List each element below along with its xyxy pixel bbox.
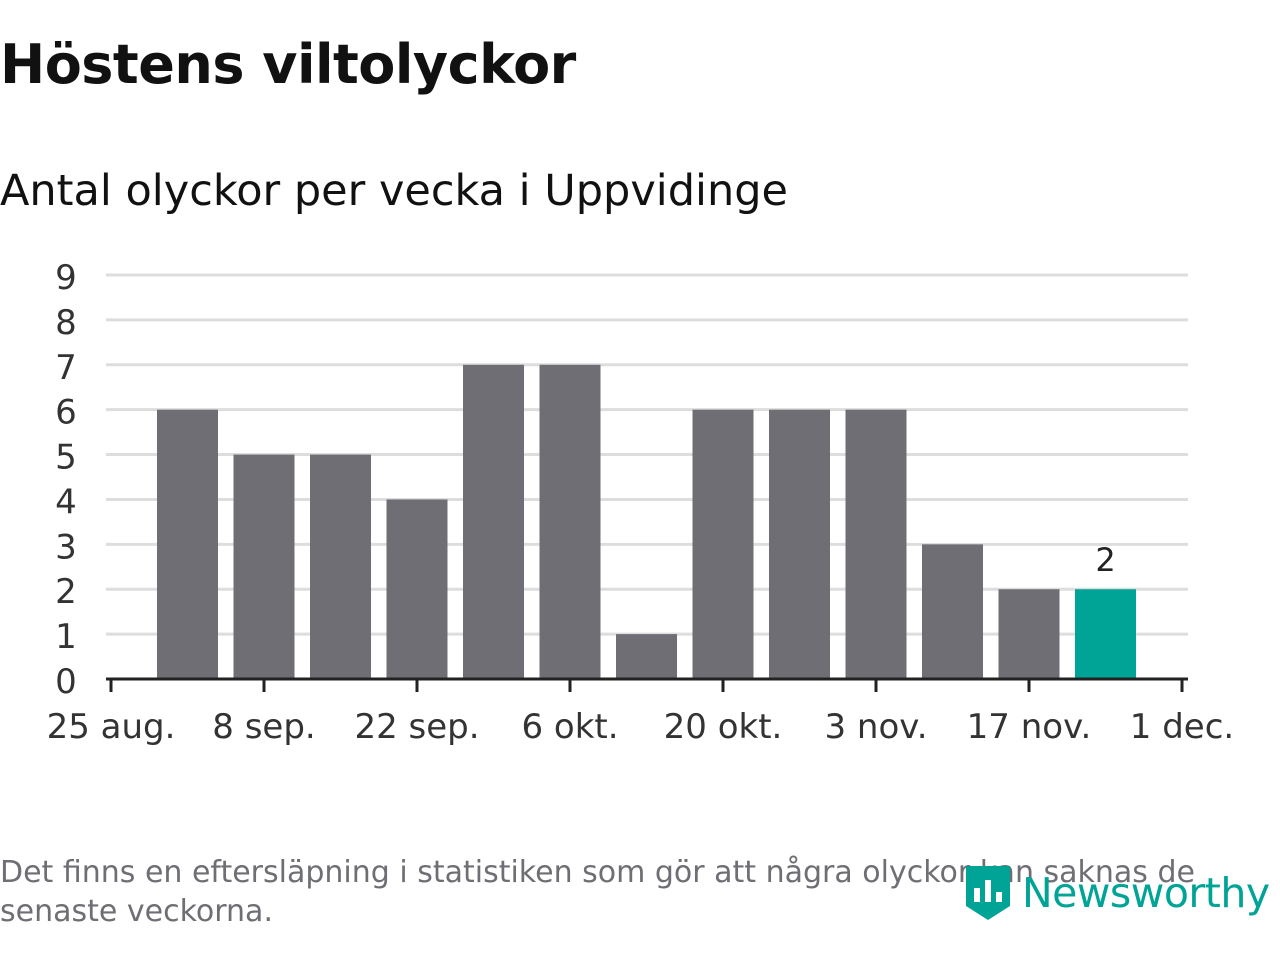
y-tick-label: 2 xyxy=(55,572,77,612)
y-tick-label: 7 xyxy=(55,348,77,388)
chart-title: Höstens viltolyckor xyxy=(0,33,576,96)
bar xyxy=(233,454,295,679)
y-tick-label: 6 xyxy=(55,393,77,433)
x-tick-label: 17 nov. xyxy=(967,707,1092,747)
bar xyxy=(769,409,830,679)
bar-chart: 0 1 2 3 45 6 7 8 9 2 25 aug. 8 sep. 22 sep. 6 okt. 20 … xyxy=(47,258,1235,747)
y-tick-label: 8 xyxy=(55,303,77,343)
bar xyxy=(845,409,907,679)
newsworthy-logo: Newsworthy xyxy=(962,862,1270,924)
x-tick-label: 1 dec. xyxy=(1130,707,1234,747)
bar xyxy=(1075,589,1136,679)
y-tick-label: 4 xyxy=(55,482,77,522)
bar xyxy=(616,634,677,679)
chart-subtitle: Antal olyckor per vecka i Uppvidinge xyxy=(0,166,788,216)
bar xyxy=(539,364,601,679)
bar xyxy=(386,499,448,679)
x-tick-label: 20 okt. xyxy=(664,707,783,747)
bar xyxy=(310,454,371,679)
newsworthy-logo-icon xyxy=(966,866,1010,920)
logo-text: Newsworthy xyxy=(1022,869,1270,917)
y-tick-label: 3 xyxy=(55,527,77,567)
x-tick-label: 22 sep. xyxy=(354,707,479,747)
x-tick-label: 25 aug. xyxy=(47,707,176,747)
bar xyxy=(922,544,983,679)
bar xyxy=(157,409,218,679)
x-tick-label: 3 nov. xyxy=(824,707,927,747)
x-tick-label: 6 okt. xyxy=(521,707,618,747)
bar xyxy=(998,589,1060,679)
y-tick-label: 5 xyxy=(55,438,77,478)
x-tick-label: 8 sep. xyxy=(212,707,315,747)
y-tick-label: 9 xyxy=(55,258,77,298)
bar xyxy=(692,409,754,679)
data-label: 2 xyxy=(1095,541,1115,579)
y-tick-label: 1 xyxy=(55,617,77,657)
bar xyxy=(463,364,524,679)
y-tick-label: 0 xyxy=(55,662,77,702)
